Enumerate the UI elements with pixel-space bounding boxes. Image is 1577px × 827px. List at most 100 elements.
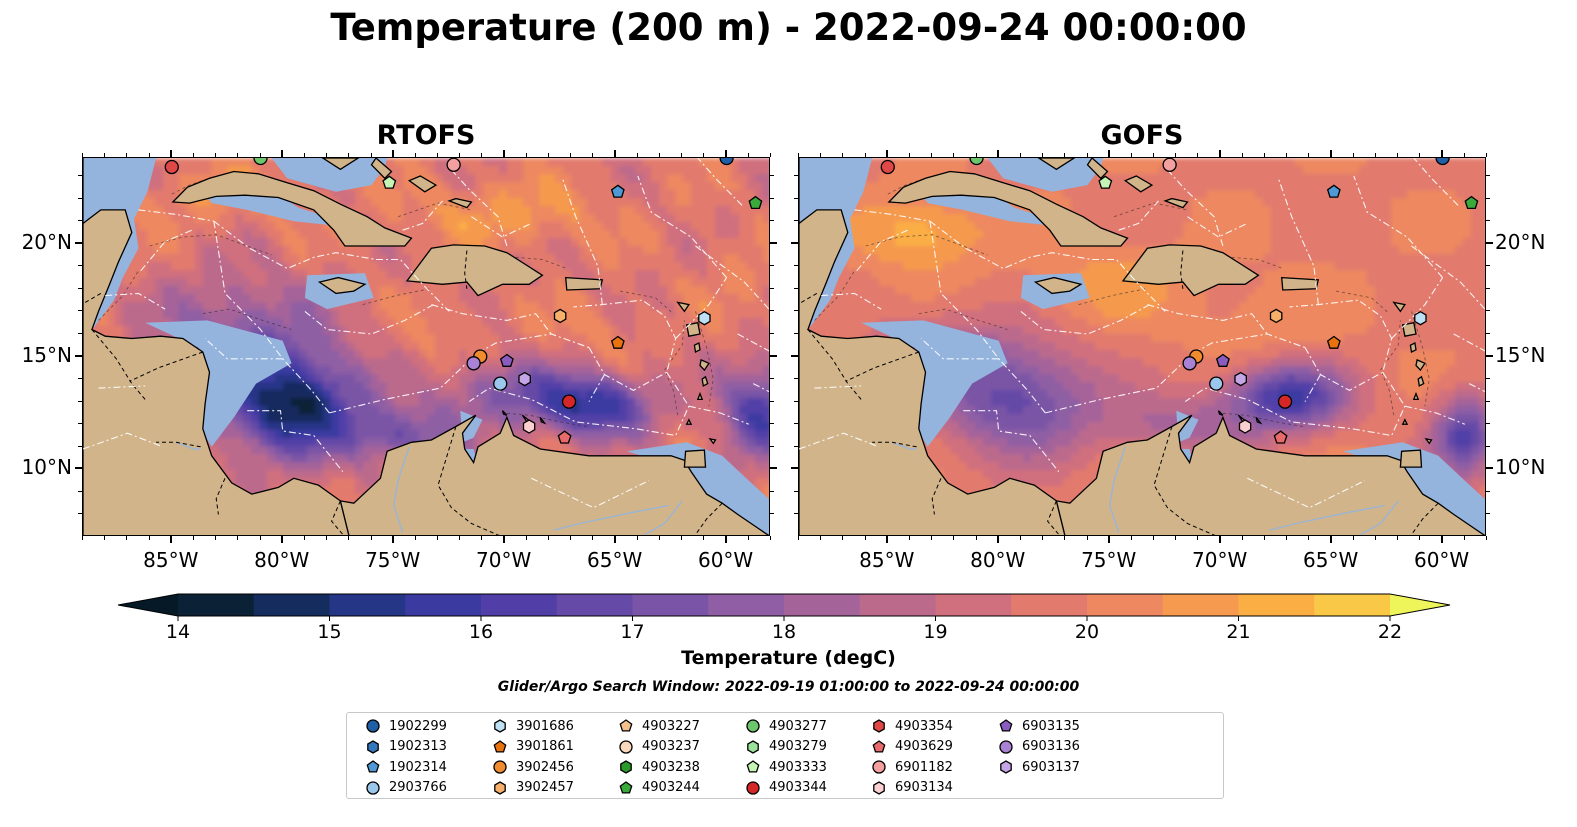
lat-tick-right: [1486, 241, 1493, 244]
river: [553, 504, 670, 531]
legend-label: 4903238: [642, 759, 700, 775]
legend-label: 4903354: [895, 718, 953, 734]
lon-minor-tick: [370, 536, 372, 540]
colorbar-segment: [1087, 594, 1164, 616]
colorbar-extend-low: [118, 594, 178, 616]
pentagon-marker-icon: [619, 719, 633, 732]
lon-minor-tick: [931, 536, 933, 540]
legend-marker: [366, 719, 380, 733]
lon-tick: [1218, 536, 1221, 543]
lon-tick-top: [885, 150, 888, 157]
lon-minor-tick-top: [437, 153, 439, 157]
lon-minor-tick-top: [481, 153, 483, 157]
lat-minor-tick-right: [1486, 400, 1490, 402]
eez-boundary: [963, 410, 1060, 472]
river: [891, 441, 917, 450]
eez-boundary: [929, 220, 1093, 270]
lon-minor-tick: [237, 536, 239, 540]
colorbar-segment: [859, 594, 937, 616]
legend-label: 4903244: [642, 780, 700, 795]
lat-tick-right: [1486, 467, 1493, 470]
eez-boundary: [304, 304, 434, 335]
lat-minor-tick: [78, 423, 82, 425]
circle-marker-icon: [746, 719, 760, 733]
colorbar-tick-label: 21: [1226, 621, 1250, 640]
lon-minor-tick-top: [798, 153, 799, 157]
lat-tick: [791, 467, 798, 470]
lon-minor-tick: [192, 536, 194, 540]
lat-minor-tick-right: [1486, 175, 1490, 177]
lat-label-right: 15°N: [1495, 342, 1546, 367]
float-marker-6903136: [466, 356, 481, 371]
lon-minor-tick-top: [215, 153, 217, 157]
lon-tick-top: [169, 150, 172, 157]
lon-minor-tick: [1463, 536, 1465, 540]
lat-minor-tick-right: [770, 378, 774, 380]
lon-minor-tick-top: [82, 153, 83, 157]
lon-minor-tick: [104, 536, 106, 540]
lon-minor-tick-top: [259, 153, 261, 157]
lon-label: 75°W: [1081, 548, 1137, 572]
legend-marker: [999, 719, 1013, 732]
lon-minor-tick-top: [1286, 153, 1288, 157]
bathymetry-contour: [1113, 202, 1188, 218]
float-marker-4903354: [880, 159, 895, 175]
lon-minor-tick-top: [592, 153, 594, 157]
bathymetry-contour: [664, 369, 679, 416]
shelf-area: [460, 410, 483, 443]
eez-boundary: [1304, 374, 1321, 402]
lat-label-left: 10°N: [21, 455, 72, 480]
eez-boundary: [83, 432, 164, 450]
lon-minor-tick-top: [148, 153, 150, 157]
lon-tick: [169, 536, 172, 543]
land: [171, 170, 413, 247]
lat-minor-tick: [78, 378, 82, 380]
legend-marker: [367, 739, 379, 754]
eez-boundary: [854, 209, 930, 222]
colorbar-tick-label: 22: [1378, 621, 1402, 640]
lon-tick: [502, 536, 505, 543]
lon-minor-tick-top: [1463, 153, 1465, 157]
float-marker-2903766: [1209, 376, 1224, 391]
lat-minor-tick-right: [1486, 423, 1490, 425]
eez-boundary: [1045, 333, 1306, 414]
lat-minor-tick-right: [770, 423, 774, 425]
lon-minor-tick: [1042, 536, 1044, 540]
bathymetry-contour: [1380, 369, 1395, 416]
land: [1121, 244, 1260, 297]
lon-tick-top: [996, 150, 999, 157]
float-marker-4903277: [253, 158, 268, 166]
hexagon-marker-icon: [747, 739, 759, 754]
lon-minor-tick: [148, 536, 150, 540]
lon-label: 60°W: [697, 548, 754, 572]
legend-item-3901861: 3901861: [492, 739, 574, 755]
eez-boundary: [1411, 245, 1485, 311]
land: [708, 437, 717, 445]
colorbar-segment: [632, 594, 709, 616]
legend-marker: [1000, 760, 1012, 774]
bathymetry-contour: [1380, 320, 1401, 371]
float-marker-3902457: [1269, 308, 1283, 324]
legend-item-6903137: 6903137: [998, 759, 1080, 775]
bathymetry-contour: [149, 234, 272, 256]
colorbar-segment: [1238, 594, 1315, 616]
float-marker-4903333: [1098, 175, 1113, 189]
lon-minor-tick-top: [1308, 153, 1310, 157]
lon-minor-tick: [636, 536, 638, 540]
bathymetry-contour: [1218, 412, 1303, 427]
legend-label: 6903135: [1022, 718, 1080, 734]
country-border: [1047, 500, 1060, 535]
float-marker-3901861: [610, 335, 625, 349]
country-border: [129, 351, 203, 382]
land: [1399, 449, 1423, 468]
lon-minor-tick: [1352, 536, 1354, 540]
lat-minor-tick: [794, 378, 798, 380]
lon-minor-tick: [570, 536, 572, 540]
colorbar-extend-high: [1390, 594, 1450, 616]
hexagon-marker-icon: [873, 780, 885, 795]
legend-item-4903344: 4903344: [745, 780, 827, 796]
shelf-area: [861, 320, 1008, 447]
lon-tick: [391, 536, 394, 543]
legend-item-4903279: 4903279: [745, 739, 827, 755]
eez-boundary: [752, 383, 769, 393]
